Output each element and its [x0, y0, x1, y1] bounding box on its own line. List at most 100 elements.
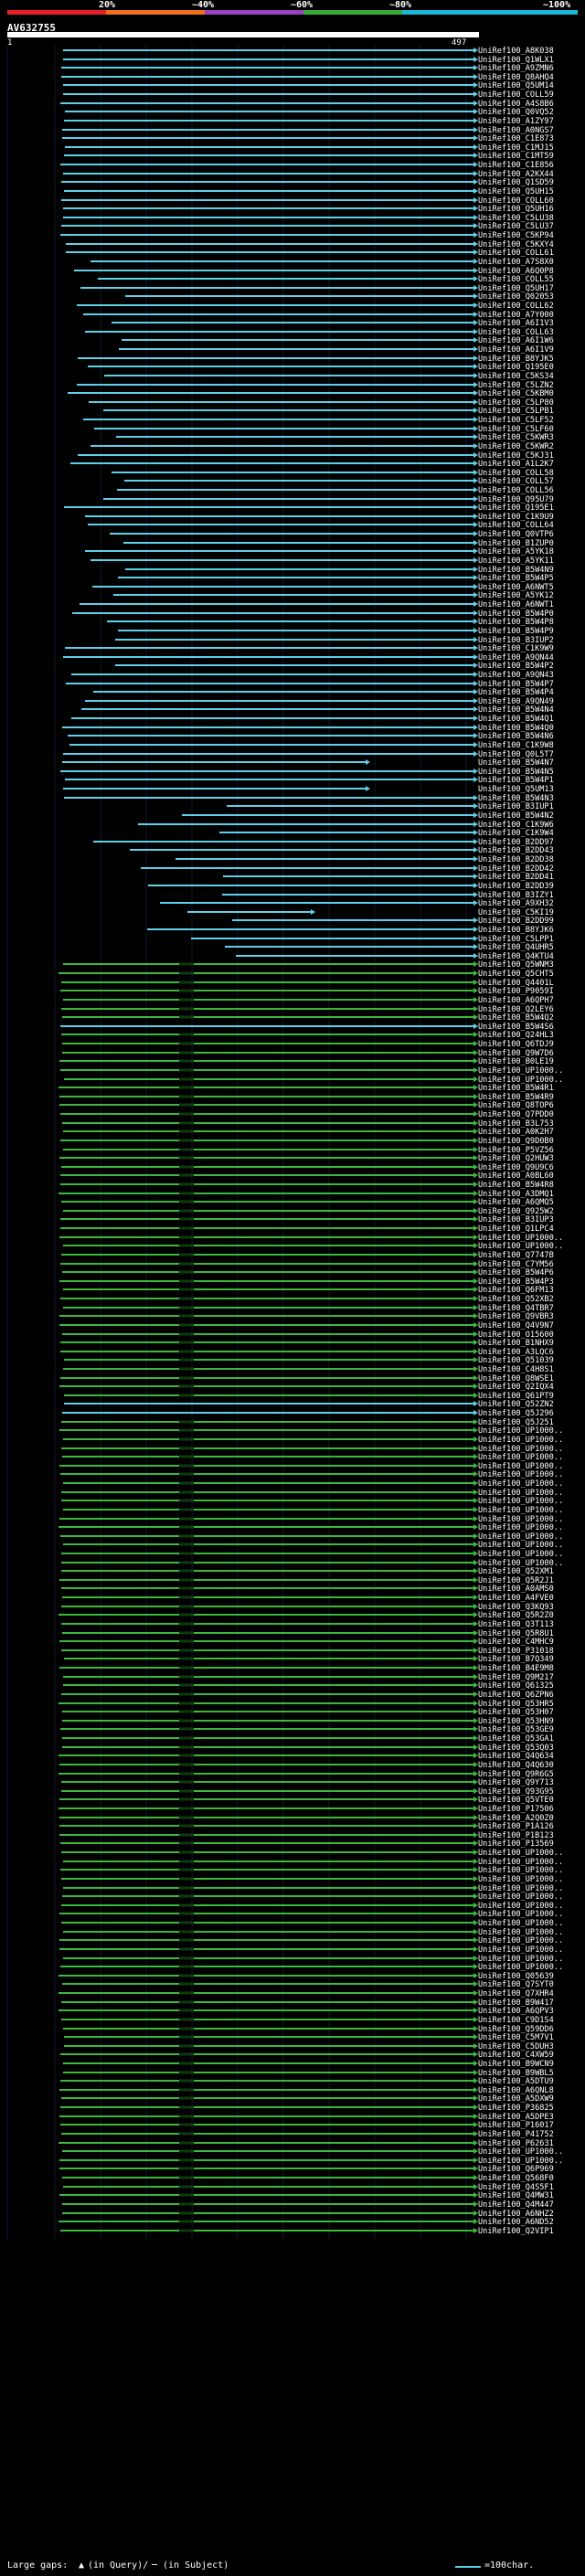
- hit-label[interactable]: UniRef100_Q568F0: [478, 2174, 554, 2183]
- hit-label[interactable]: UniRef100_Q5J296: [478, 1409, 554, 1418]
- hit-label[interactable]: UniRef100_UP1000..: [478, 1234, 563, 1243]
- hit-label[interactable]: UniRef100_A6ND52: [478, 2218, 554, 2227]
- hit-label[interactable]: UniRef100_C4MHC9: [478, 1638, 554, 1647]
- hit-label[interactable]: UniRef100_Q0L5T7: [478, 750, 554, 759]
- hit-label[interactable]: UniRef100_UP1000..: [478, 1479, 563, 1489]
- hit-label[interactable]: UniRef100_A6NHZ2: [478, 2210, 554, 2219]
- hit-label[interactable]: UniRef100_Q5UH15: [478, 187, 554, 196]
- hit-label[interactable]: UniRef100_UP1000..: [478, 1532, 563, 1542]
- hit-label[interactable]: UniRef100_B2DD99: [478, 917, 554, 926]
- hit-label[interactable]: UniRef100_Q53HN9: [478, 1717, 554, 1726]
- hit-label[interactable]: UniRef100_Q6ZPN6: [478, 1691, 554, 1700]
- hit-label[interactable]: UniRef100_Q2VIP1: [478, 2227, 554, 2236]
- hit-label[interactable]: UniRef100_A5YK18: [478, 547, 554, 557]
- hit-label[interactable]: UniRef100_UP1000..: [478, 1541, 563, 1550]
- hit-label[interactable]: UniRef100_Q53Q03: [478, 1744, 554, 1753]
- hit-label[interactable]: UniRef100_A5YK11: [478, 557, 554, 566]
- hit-label[interactable]: UniRef100_A5YK12: [478, 591, 554, 600]
- hit-label[interactable]: UniRef100_UP1000..: [478, 1426, 563, 1436]
- hit-label[interactable]: UniRef100_Q195E0: [478, 363, 554, 372]
- hit-label[interactable]: UniRef100_B5W4Q2: [478, 1013, 554, 1023]
- hit-label[interactable]: UniRef100_Q4MW31: [478, 2191, 554, 2200]
- hit-label[interactable]: UniRef100_UP1000..: [478, 1489, 563, 1498]
- hit-label[interactable]: UniRef100_Q9W7D6: [478, 1049, 554, 1058]
- hit-label[interactable]: UniRef100_P9059I: [478, 987, 554, 996]
- hit-label[interactable]: UniRef100_A3DMQ1: [478, 1190, 554, 1199]
- hit-label[interactable]: UniRef100_COLL60: [478, 196, 554, 206]
- hit-label[interactable]: UniRef100_Q5UH16: [478, 205, 554, 214]
- hit-label[interactable]: UniRef100_C5LU38: [478, 214, 554, 223]
- hit-label[interactable]: UniRef100_Q5R8U1: [478, 1629, 554, 1638]
- hit-label[interactable]: UniRef100_UP1000..: [478, 1858, 563, 1867]
- hit-label[interactable]: UniRef100_COLL59: [478, 90, 554, 100]
- hit-label[interactable]: UniRef100_B0LE19: [478, 1057, 554, 1066]
- hit-label[interactable]: UniRef100_UP1000..: [478, 1919, 563, 1928]
- hit-label[interactable]: UniRef100_B5W4P7: [478, 680, 554, 689]
- hit-label[interactable]: UniRef100_A9QN44: [478, 653, 554, 663]
- hit-label[interactable]: UniRef100_B2DD39: [478, 882, 554, 891]
- hit-label[interactable]: UniRef100_B5W4N6: [478, 732, 554, 741]
- hit-label[interactable]: UniRef100_B3IZY1: [478, 891, 554, 900]
- hit-label[interactable]: UniRef100_UP1000..: [478, 1076, 563, 1085]
- hit-label[interactable]: UniRef100_COLL63: [478, 328, 554, 337]
- hit-label[interactable]: UniRef100_B5W4N2: [478, 811, 554, 821]
- hit-label[interactable]: UniRef100_B5W4P1: [478, 776, 554, 785]
- hit-label[interactable]: UniRef100_C5KBM0: [478, 389, 554, 398]
- hit-label[interactable]: UniRef100_B5W4P6: [478, 1268, 554, 1277]
- hit-label[interactable]: UniRef100_Q93G95: [478, 1787, 554, 1797]
- hit-label[interactable]: UniRef100_B2DD97: [478, 838, 554, 847]
- hit-label[interactable]: UniRef100_UP1000..: [478, 1470, 563, 1479]
- hit-label[interactable]: UniRef100_Q02053: [478, 292, 554, 302]
- hit-label[interactable]: UniRef100_C9D1S4: [478, 2016, 554, 2025]
- hit-label[interactable]: UniRef100_UP1000..: [478, 1453, 563, 1462]
- hit-label[interactable]: UniRef100_A6QPH7: [478, 996, 554, 1005]
- hit-label[interactable]: UniRef100_Q59DD6: [478, 2025, 554, 2034]
- hit-label[interactable]: UniRef100_Q8AHQ4: [478, 73, 554, 82]
- hit-label[interactable]: UniRef100_C5LPB1: [478, 407, 554, 416]
- hit-label[interactable]: UniRef100_Q7XHR4: [478, 1989, 554, 1998]
- hit-label[interactable]: UniRef100_UP1000..: [478, 1497, 563, 1506]
- hit-label[interactable]: UniRef100_P41752: [478, 2130, 554, 2139]
- hit-label[interactable]: UniRef100_Q5J251: [478, 1418, 554, 1427]
- hit-label[interactable]: UniRef100_UP1000..: [478, 1928, 563, 1937]
- hit-label[interactable]: UniRef100_Q5R2J1: [478, 1576, 554, 1585]
- hit-label[interactable]: UniRef100_Q53GA1: [478, 1734, 554, 1744]
- hit-label[interactable]: UniRef100_Q195E1: [478, 504, 554, 513]
- hit-label[interactable]: UniRef100_A5DXW9: [478, 2094, 554, 2104]
- hit-label[interactable]: UniRef100_A5DTU9: [478, 2077, 554, 2086]
- hit-label[interactable]: UniRef100_Q3KQ93: [478, 1603, 554, 1612]
- hit-label[interactable]: UniRef100_B5W4P9: [478, 627, 554, 636]
- hit-label[interactable]: UniRef100_Q1LPC4: [478, 1224, 554, 1234]
- hit-label[interactable]: UniRef100_B4E9M8: [478, 1664, 554, 1673]
- hit-label[interactable]: UniRef100_Q7SYT0: [478, 1980, 554, 1989]
- hit-label[interactable]: UniRef100_B2DD41: [478, 873, 554, 882]
- hit-label[interactable]: UniRef100_B5W4S6: [478, 1023, 554, 1032]
- hit-label[interactable]: UniRef100_UP1000..: [478, 1955, 563, 1964]
- hit-label[interactable]: UniRef100_C1E873: [478, 134, 554, 143]
- hit-label[interactable]: UniRef100_C5LP80: [478, 398, 554, 408]
- hit-label[interactable]: UniRef100_A6I1V9: [478, 345, 554, 355]
- hit-label[interactable]: UniRef100_B9W417: [478, 1998, 554, 2008]
- hit-label[interactable]: UniRef100_B8YJK5: [478, 355, 554, 364]
- hit-label[interactable]: UniRef100_C5LU37: [478, 222, 554, 231]
- hit-label[interactable]: UniRef100_UP1000..: [478, 1849, 563, 1858]
- hit-label[interactable]: UniRef100_B1NHX9: [478, 1339, 554, 1348]
- hit-label[interactable]: UniRef100_Q61325: [478, 1681, 554, 1691]
- hit-label[interactable]: UniRef100_UP1000..: [478, 1945, 563, 1955]
- hit-label[interactable]: UniRef100_A0BL60: [478, 1171, 554, 1181]
- hit-label[interactable]: UniRef100_B5W4N7: [478, 758, 554, 768]
- hit-label[interactable]: UniRef100_UP1000..: [478, 1242, 563, 1251]
- hit-label[interactable]: UniRef100_B3IUP2: [478, 636, 554, 645]
- hit-label[interactable]: UniRef100_Q5UM13: [478, 785, 554, 794]
- hit-label[interactable]: UniRef100_A9ZMN6: [478, 64, 554, 73]
- hit-label[interactable]: UniRef100_P5VZ56: [478, 1146, 554, 1155]
- hit-label[interactable]: UniRef100_Q4UHR5: [478, 943, 554, 952]
- hit-label[interactable]: UniRef100_UP1000..: [478, 2157, 563, 2166]
- hit-label[interactable]: UniRef100_A6Q0P8: [478, 267, 554, 276]
- hit-label[interactable]: UniRef100_Q6P969: [478, 2165, 554, 2174]
- hit-label[interactable]: UniRef100_Q4TBR7: [478, 1304, 554, 1313]
- hit-label[interactable]: UniRef100_A2Q0Z0: [478, 1814, 554, 1823]
- hit-label[interactable]: UniRef100_Q8TOP6: [478, 1101, 554, 1110]
- hit-label[interactable]: UniRef100_B5W4N3: [478, 794, 554, 803]
- hit-label[interactable]: UniRef100_Q925W2: [478, 1207, 554, 1216]
